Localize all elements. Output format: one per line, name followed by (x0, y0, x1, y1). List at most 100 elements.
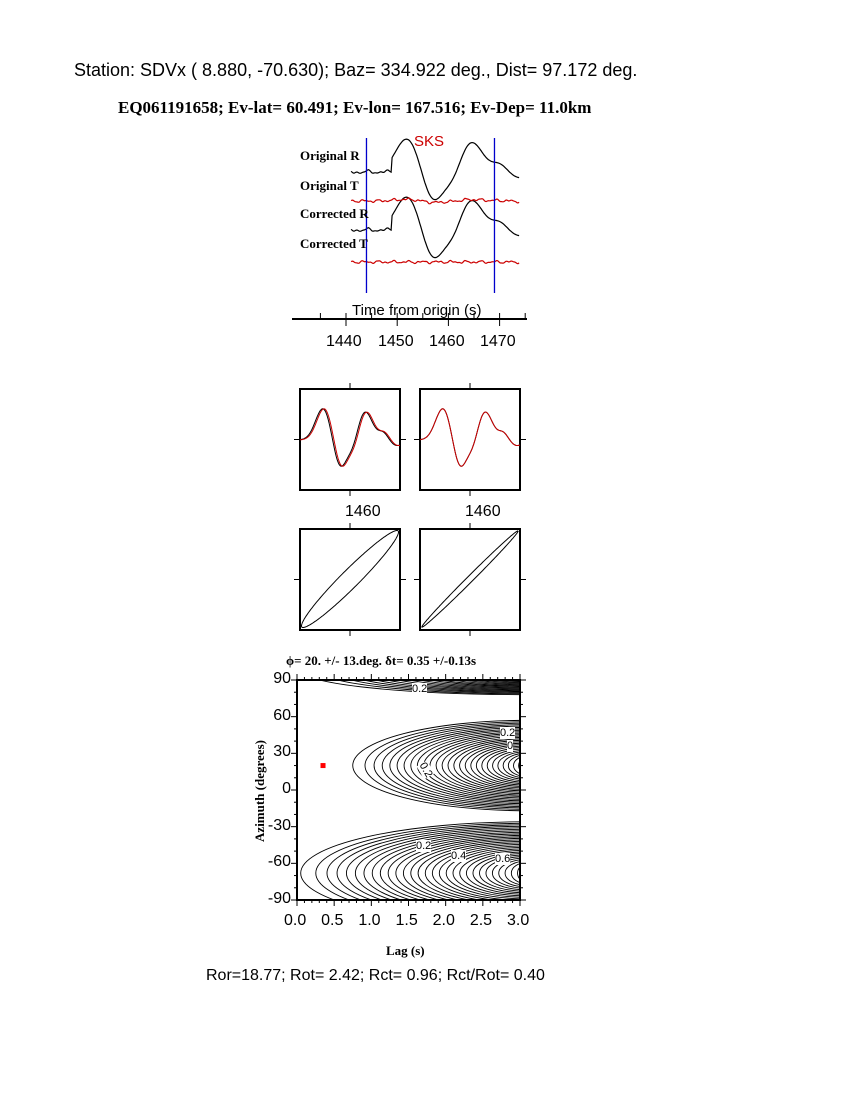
contour-line (513, 756, 520, 775)
contour-line (354, 828, 520, 900)
transverse-trace (350, 197, 520, 205)
x-tick-label: 0.0 (284, 912, 307, 929)
contour-line (452, 848, 520, 898)
x-tick-label: 2.0 (432, 912, 455, 929)
contour-line (497, 751, 520, 780)
contour-line (491, 857, 520, 889)
contour-line (459, 741, 520, 790)
radial-trace (350, 196, 520, 259)
panel-tick-right: 1460 (465, 503, 501, 520)
contour-label: 0.2 (412, 683, 428, 695)
contour-line (518, 760, 520, 771)
contour-line (402, 837, 520, 900)
contour-line (500, 664, 555, 677)
contour-line (472, 853, 520, 894)
contour-line (364, 721, 520, 810)
time-axis-label: Time from origin (s) (352, 302, 482, 319)
trace-label-original-r: Original R (300, 148, 360, 163)
contour-line (492, 750, 520, 781)
contour-line (498, 859, 520, 887)
contour-line (424, 842, 520, 900)
y-tick-label: -30 (267, 816, 291, 834)
contour-line (438, 845, 520, 900)
splitting-title: ϕ= 20. +/- 13.deg. δt= 0.35 +/-0.13s (286, 653, 477, 668)
event-info: EQ061191658; Ev-lat= 60.491; Ev-lon= 167… (118, 98, 592, 117)
x-tick-label: 3.0 (507, 912, 530, 929)
contour-line (459, 850, 520, 897)
contour-line (373, 722, 520, 809)
waveform-overlay-radial (299, 408, 401, 467)
waveform-overlay-transverse (419, 408, 521, 467)
contour-line (423, 732, 520, 799)
contour-line (315, 822, 520, 900)
station-info: Station: SDVx ( 8.880, -70.630); Baz= 33… (74, 60, 638, 80)
phase-label: SKS (414, 133, 445, 150)
time-tick-1470: 1470 (480, 333, 516, 350)
contour-line (410, 729, 520, 802)
contour-line (416, 731, 520, 800)
y-tick-label: 90 (273, 670, 291, 687)
contour-line (505, 680, 520, 681)
contour-line (431, 843, 520, 900)
contour-line (524, 667, 531, 674)
contour-line (387, 834, 520, 900)
contour-line (485, 856, 520, 891)
y-tick-label: -60 (267, 853, 291, 871)
contour-label: 0.4 (451, 850, 467, 862)
contour-line (326, 824, 520, 900)
contour-line (502, 753, 520, 778)
time-tick-1460: 1460 (429, 333, 465, 350)
contour-line (346, 827, 520, 900)
particle-motion-left (299, 528, 401, 631)
contour-line (410, 839, 520, 900)
contour-line (492, 680, 520, 682)
contour-line (396, 727, 520, 805)
contour-line (453, 739, 520, 792)
contour-line (465, 851, 520, 895)
contour-line (476, 661, 579, 679)
contour-line (484, 662, 571, 678)
y-tick-label: 30 (273, 743, 291, 761)
contour-line (403, 728, 520, 803)
contour-line (508, 665, 547, 676)
contour-line (435, 735, 520, 796)
particle-motion-trace (301, 530, 399, 628)
contour-line (481, 747, 520, 784)
waveform-panel-right (419, 388, 521, 491)
contour-line (379, 833, 520, 900)
contour-line (524, 759, 531, 773)
transverse-trace (350, 259, 520, 265)
contour-line (371, 831, 520, 900)
x-tick-label: 1.5 (395, 912, 418, 929)
contour-line (504, 861, 520, 886)
contour-line (486, 748, 520, 783)
best-fit-point (320, 763, 326, 769)
contour-line (475, 745, 520, 786)
time-tick-1450: 1450 (378, 333, 414, 350)
contour-line (524, 865, 531, 880)
contour-line (470, 744, 520, 787)
x-axis-label: Lag (s) (386, 943, 425, 958)
contour-line (492, 663, 563, 678)
contour-line (352, 719, 520, 812)
contour-line (363, 830, 520, 900)
contour-line (516, 666, 539, 675)
contour-line (510, 863, 520, 884)
contour-line (381, 724, 520, 807)
trace-label-corrected-r: Corrected R (300, 206, 369, 221)
y-tick-label: 60 (273, 706, 291, 724)
waveform-overlay-radial (419, 408, 521, 467)
contour-label: 0.6 (495, 853, 511, 865)
time-tick-1440: 1440 (326, 333, 362, 350)
y-tick-label: -90 (267, 890, 291, 907)
contour-label: 0.2 (416, 840, 432, 852)
contour-line (479, 854, 520, 892)
panel-tick-left: 1460 (345, 503, 381, 520)
contour-label: 0 (507, 740, 514, 752)
contour-line (464, 742, 520, 789)
contour-line (517, 866, 520, 880)
y-tick-label: 0 (282, 780, 291, 797)
contour-line (441, 737, 520, 795)
